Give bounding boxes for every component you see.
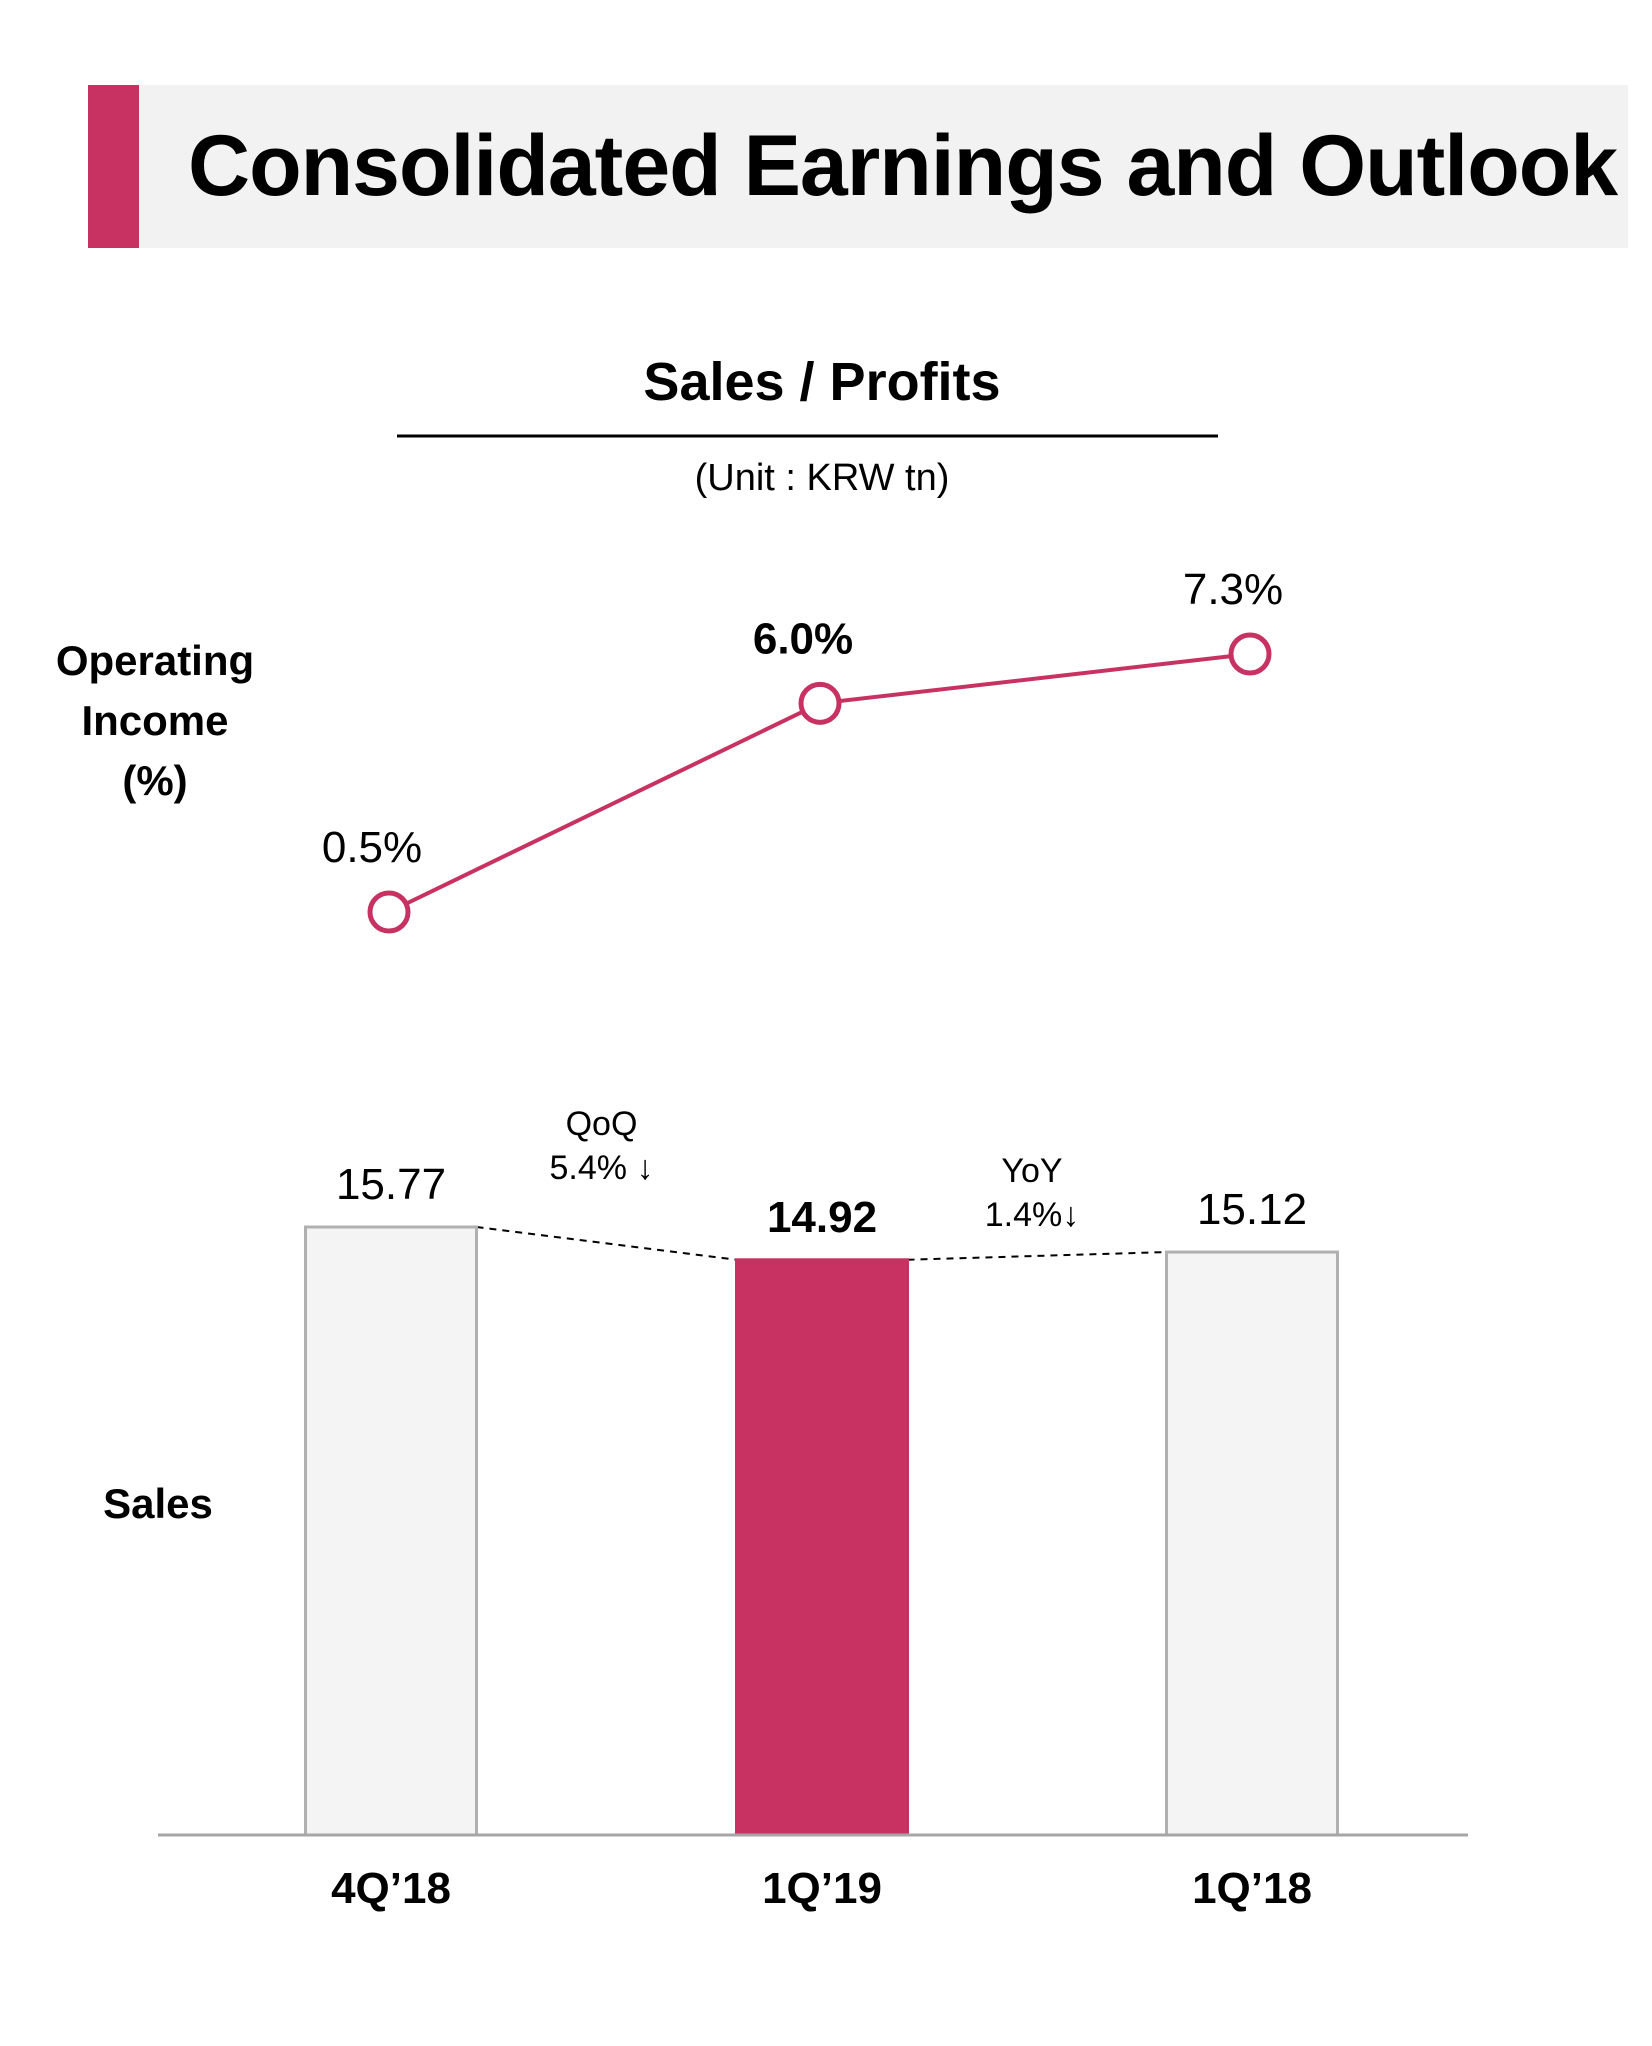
comparison-value: 5.4% ↓ <box>550 1149 654 1187</box>
sales-bar <box>1165 1250 1339 1837</box>
operating-income-label: Operating Income (%) <box>56 637 254 804</box>
sales-bar <box>304 1225 478 1837</box>
title-accent-bar <box>88 85 139 248</box>
comparison-value: 1.4%↓ <box>985 1196 1080 1234</box>
x-tick-label: 1Q’18 <box>1192 1864 1312 1913</box>
operating-income-label-line: Income <box>81 697 228 744</box>
operating-income-value-label: 0.5% <box>322 823 422 872</box>
sales-label: Sales <box>103 1480 213 1527</box>
operating-income-marker <box>1228 632 1272 676</box>
comparison-label: QoQ <box>566 1105 638 1143</box>
header-band: Consolidated Earnings and Outlook <box>88 85 1628 248</box>
change-connector-line <box>476 1226 737 1261</box>
comparison-label: YoY <box>1001 1152 1062 1190</box>
operating-income-label-line: Operating <box>56 637 254 684</box>
sales-value-label: 14.92 <box>767 1193 877 1242</box>
chart-subtitle: (Unit : KRW tn) <box>695 457 950 499</box>
operating-income-label-line: (%) <box>122 757 187 804</box>
sales-bar <box>735 1258 909 1837</box>
operating-income-value-label: 6.0% <box>753 614 853 663</box>
sales-value-label: 15.12 <box>1197 1185 1307 1234</box>
operating-income-value-label: 7.3% <box>1183 565 1283 614</box>
chart-title: Sales / Profits <box>643 352 1000 412</box>
operating-income-marker <box>798 681 842 725</box>
x-tick-label: 4Q’18 <box>331 1864 451 1913</box>
change-connector-line <box>907 1251 1167 1261</box>
sales-value-label: 15.77 <box>336 1160 446 1209</box>
operating-income-marker <box>367 890 411 934</box>
x-tick-label: 1Q’19 <box>762 1864 882 1913</box>
page-title: Consolidated Earnings and Outlook <box>188 118 1618 214</box>
